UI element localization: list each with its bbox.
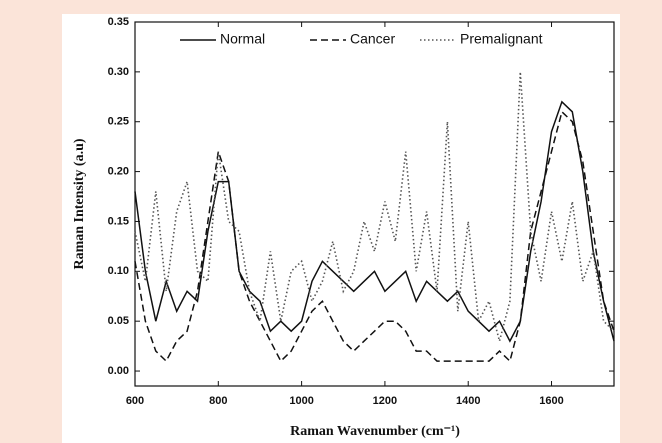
x-tick-label: 1000 bbox=[289, 395, 313, 407]
x-tick-label: 800 bbox=[209, 395, 227, 407]
x-axis-title: Raman Wavenumber (cm⁻¹) bbox=[290, 424, 460, 439]
y-tick-label: 0.05 bbox=[108, 315, 129, 327]
legend-label: Cancer bbox=[350, 31, 395, 47]
x-tick-label: 1400 bbox=[456, 395, 480, 407]
series-line bbox=[134, 110, 615, 363]
legend-label: Premalignant bbox=[460, 31, 543, 47]
y-tick-label: 0.35 bbox=[108, 16, 129, 28]
y-tick-label: 0.15 bbox=[108, 215, 129, 227]
y-tick-label: 0.30 bbox=[108, 66, 129, 78]
y-tick-label: 0.10 bbox=[108, 265, 129, 277]
plot-frame bbox=[134, 21, 615, 387]
y-tick-label: 0.20 bbox=[108, 165, 129, 177]
x-tick-label: 600 bbox=[126, 395, 144, 407]
legend-label: Normal bbox=[220, 31, 265, 47]
x-tick-label: 1200 bbox=[373, 395, 397, 407]
panel bbox=[62, 14, 620, 443]
x-tick-label: 1600 bbox=[539, 395, 563, 407]
series-line bbox=[134, 100, 615, 343]
y-axis-title: Raman Intensity (a.u) bbox=[72, 138, 87, 269]
series-line bbox=[134, 71, 615, 345]
y-tick-label: 0.00 bbox=[108, 365, 129, 377]
y-tick-label: 0.25 bbox=[108, 116, 129, 128]
